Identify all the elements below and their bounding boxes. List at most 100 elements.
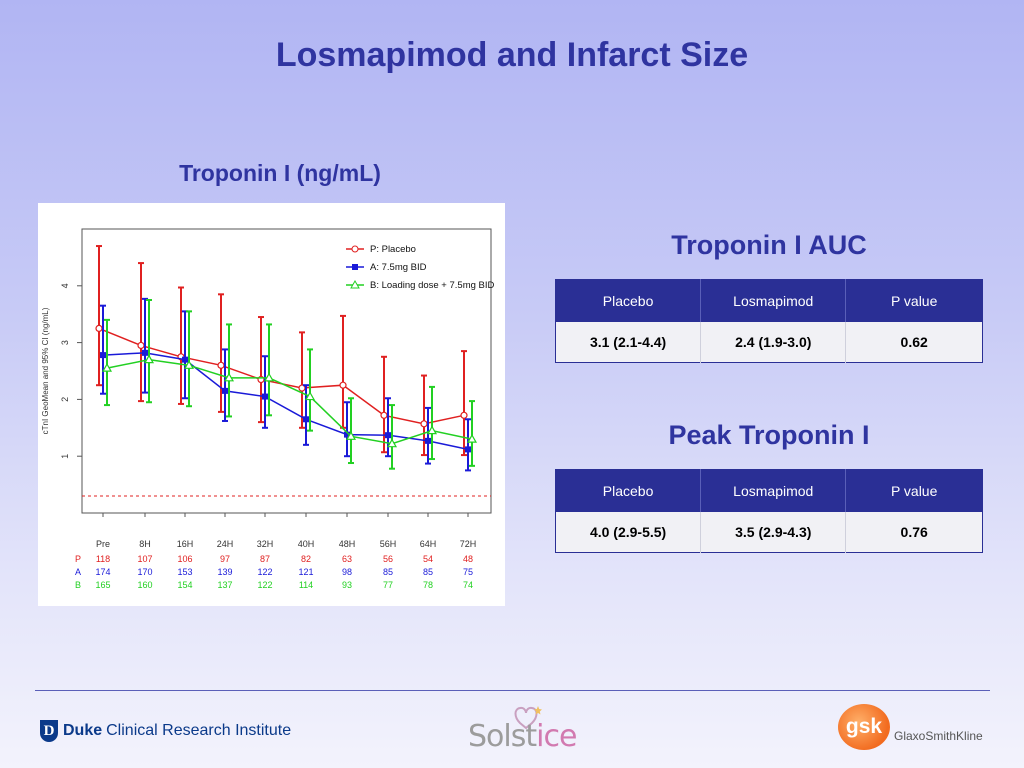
x-tick-label: 48H bbox=[339, 539, 356, 549]
gsk-logo: gsk GlaxoSmithKline bbox=[838, 704, 983, 750]
a-n-count: 85 bbox=[383, 567, 393, 577]
heart-icon bbox=[514, 706, 542, 729]
auc-table: Placebo Losmapimod P value 3.1 (2.1-4.4)… bbox=[555, 279, 983, 363]
b-n-row-key: B bbox=[75, 580, 81, 590]
gsk-mark: gsk bbox=[838, 704, 890, 750]
peak-header-pvalue: P value bbox=[845, 469, 983, 512]
b-n-count: 137 bbox=[217, 580, 232, 590]
a-n-count: 139 bbox=[217, 567, 232, 577]
p-n-count: 54 bbox=[423, 554, 433, 564]
legend-label: P: Placebo bbox=[370, 244, 416, 255]
a-point bbox=[385, 432, 391, 439]
table-row: 3.1 (2.1-4.4) 2.4 (1.9-3.0) 0.62 bbox=[555, 322, 983, 363]
a-n-count: 170 bbox=[137, 567, 152, 577]
x-tick-label: 40H bbox=[298, 539, 315, 549]
b-point bbox=[223, 372, 235, 382]
y-tick-label: 2 bbox=[60, 397, 70, 402]
legend-marker bbox=[352, 264, 358, 270]
auc-pvalue: 0.62 bbox=[845, 322, 983, 363]
a-point bbox=[465, 446, 471, 453]
x-tick-label: 8H bbox=[139, 539, 151, 549]
x-tick-label: 72H bbox=[460, 539, 477, 549]
p-n-count: 97 bbox=[220, 554, 230, 564]
y-tick-label: 1 bbox=[60, 454, 70, 459]
legend-label: B: Loading dose + 7.5mg BID bbox=[370, 280, 495, 291]
p-n-count: 48 bbox=[463, 554, 473, 564]
a-n-count: 98 bbox=[342, 567, 352, 577]
footer-divider bbox=[35, 690, 990, 691]
a-series-line bbox=[102, 352, 469, 451]
p-point bbox=[460, 411, 468, 419]
a-n-count: 75 bbox=[463, 567, 473, 577]
b-n-count: 93 bbox=[342, 580, 352, 590]
solstice-accent: ice bbox=[536, 719, 577, 754]
duke-shield-icon: D bbox=[40, 720, 58, 742]
a-point bbox=[222, 387, 228, 394]
table-row: 4.0 (2.9-5.5) 3.5 (2.9-4.3) 0.76 bbox=[555, 512, 983, 553]
p-n-count: 106 bbox=[177, 554, 192, 564]
b-point bbox=[345, 431, 357, 440]
p-n-count: 118 bbox=[96, 554, 110, 564]
solstice-logo: Solstice bbox=[468, 703, 577, 754]
peak-header-placebo: Placebo bbox=[555, 469, 702, 512]
y-axis-label: cTnI GeoMean and 95% CI (ng/mL) bbox=[41, 307, 50, 434]
auc-losmapimod-value: 2.4 (1.9-3.0) bbox=[700, 322, 847, 363]
p-point bbox=[95, 324, 103, 333]
b-point bbox=[143, 354, 155, 364]
b-point bbox=[263, 372, 275, 382]
solstice-word: Solst bbox=[468, 719, 537, 754]
a-n-count: 85 bbox=[423, 567, 433, 577]
b-point bbox=[183, 360, 195, 369]
a-point bbox=[182, 356, 188, 363]
y-tick-label: 4 bbox=[60, 283, 70, 288]
troponin-chart-svg: 1 2 3 4 cTnI GeoMean and 95% CI (ng/mL) Pre 8H… bbox=[41, 228, 495, 590]
peak-title: Peak Troponin I bbox=[668, 420, 870, 450]
y-tick-label: 3 bbox=[60, 340, 70, 345]
auc-header-placebo: Placebo bbox=[555, 279, 702, 322]
x-tick-label: 24H bbox=[217, 539, 234, 549]
duke-institute-name: Clinical Research Institute bbox=[106, 722, 292, 739]
peak-table: Placebo Losmapimod P value 4.0 (2.9-5.5)… bbox=[555, 469, 983, 553]
p-n-count: 107 bbox=[137, 554, 152, 564]
a-point bbox=[344, 431, 350, 438]
p-point bbox=[217, 361, 225, 369]
a-point bbox=[142, 349, 148, 356]
x-tick-label: 16H bbox=[177, 539, 194, 549]
b-n-count: 165 bbox=[95, 580, 110, 590]
p-n-count: 82 bbox=[301, 554, 311, 564]
a-point bbox=[262, 393, 268, 400]
p-n-count: 56 bbox=[383, 554, 393, 564]
a-point bbox=[425, 437, 431, 444]
troponin-chart: 1 2 3 4 cTnI GeoMean and 95% CI (ng/mL) Pre 8H… bbox=[38, 203, 505, 606]
b-n-count: 77 bbox=[383, 580, 393, 590]
table-header-row: Placebo Losmapimod P value bbox=[555, 469, 983, 512]
b-point bbox=[386, 438, 398, 448]
p-n-count: 87 bbox=[260, 554, 270, 564]
peak-placebo-value: 4.0 (2.9-5.5) bbox=[555, 512, 702, 553]
a-n-count: 122 bbox=[257, 567, 272, 577]
chart-subtitle: Troponin I (ng/mL) bbox=[179, 160, 381, 186]
a-point bbox=[100, 352, 106, 359]
b-n-count: 74 bbox=[463, 580, 473, 590]
b-n-count: 160 bbox=[137, 580, 152, 590]
legend-label: A: 7.5mg BID bbox=[370, 262, 427, 273]
p-n-count: 63 bbox=[342, 554, 352, 564]
auc-header-pvalue: P value bbox=[845, 279, 983, 322]
b-point bbox=[426, 425, 438, 435]
peak-header-losmapimod: Losmapimod bbox=[700, 469, 847, 512]
peak-losmapimod-value: 3.5 (2.9-4.3) bbox=[700, 512, 847, 553]
p-point bbox=[380, 411, 388, 419]
peak-pvalue: 0.76 bbox=[845, 512, 983, 553]
legend-marker bbox=[350, 279, 360, 289]
auc-header-losmapimod: Losmapimod bbox=[700, 279, 847, 322]
auc-title: Troponin I AUC bbox=[671, 230, 867, 260]
legend-marker bbox=[351, 245, 359, 253]
x-tick-label: Pre bbox=[96, 539, 110, 549]
plot-frame bbox=[81, 228, 492, 514]
a-n-count: 121 bbox=[298, 567, 313, 577]
a-n-count: 174 bbox=[95, 567, 110, 577]
p-series-line bbox=[98, 327, 465, 425]
b-n-count: 122 bbox=[257, 580, 272, 590]
a-point bbox=[303, 416, 309, 423]
p-point bbox=[339, 381, 347, 389]
